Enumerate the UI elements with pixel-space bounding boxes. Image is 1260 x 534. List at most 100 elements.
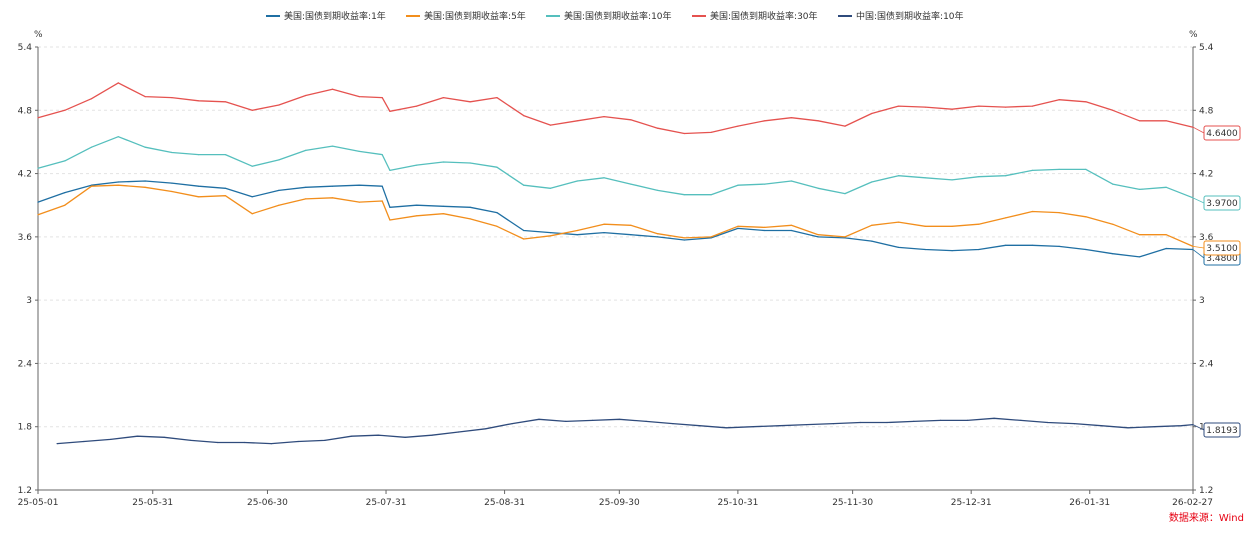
data-point — [645, 420, 647, 422]
data-point — [844, 193, 846, 195]
data-point — [725, 427, 728, 429]
data-point — [416, 204, 418, 206]
data-point — [951, 179, 953, 181]
data-point — [549, 235, 552, 237]
data-point — [978, 176, 980, 178]
data-point — [331, 88, 334, 90]
data-point — [565, 420, 567, 422]
end-label-value: 1.8193 — [1206, 426, 1238, 436]
data-point — [817, 234, 819, 236]
data-point — [381, 97, 383, 99]
data-point — [737, 184, 739, 186]
x-tick-label: 25-10-31 — [717, 498, 758, 508]
data-point — [198, 196, 200, 198]
data-point — [442, 205, 444, 207]
data-point — [442, 97, 444, 99]
end-label-connector — [1192, 197, 1205, 204]
y-tick-label-left: 1.8 — [18, 423, 33, 433]
data-point — [351, 435, 353, 437]
data-point — [978, 223, 980, 225]
data-point — [198, 100, 200, 102]
data-point — [871, 181, 873, 183]
data-point — [511, 423, 513, 425]
end-label-value: 4.6400 — [1206, 129, 1238, 139]
data-point — [1005, 244, 1007, 246]
data-point — [1138, 120, 1141, 122]
data-point — [592, 419, 594, 421]
data-point — [1112, 253, 1114, 255]
data-point — [1073, 423, 1075, 425]
data-point — [331, 197, 334, 199]
data-point — [603, 223, 605, 225]
data-point — [110, 438, 112, 440]
data-point — [1165, 247, 1167, 250]
data-point — [603, 116, 605, 118]
data-point — [278, 189, 280, 191]
data-point — [817, 236, 819, 238]
data-point — [163, 436, 165, 438]
data-point — [458, 431, 460, 433]
data-point — [710, 237, 712, 239]
data-point — [224, 187, 226, 189]
x-tick-label: 26-01-31 — [1069, 498, 1110, 508]
data-point — [324, 439, 326, 441]
data-point — [897, 175, 900, 177]
data-point — [171, 151, 173, 154]
data-point — [217, 441, 219, 444]
data-point — [331, 185, 334, 187]
chart-series — [37, 82, 1194, 445]
data-point — [523, 184, 525, 186]
data-point — [190, 439, 192, 441]
data-point — [630, 119, 632, 121]
end-label-box — [1203, 125, 1241, 141]
data-point — [389, 206, 391, 208]
data-point — [871, 112, 873, 115]
end-label-box — [1203, 195, 1241, 211]
y-tick-label-left: 3 — [26, 296, 32, 306]
legend-label: 美国:国债到期收益率:5年 — [424, 10, 526, 22]
data-point — [469, 101, 471, 103]
data-point — [305, 94, 307, 97]
data-point — [224, 195, 226, 197]
data-point — [924, 225, 926, 227]
data-point — [683, 132, 685, 135]
data-point — [1031, 244, 1033, 246]
data-point — [144, 186, 146, 188]
data-point — [993, 417, 995, 419]
data-point — [549, 187, 552, 189]
y-tick-label-right: 5.4 — [1199, 43, 1214, 53]
data-point — [576, 229, 578, 232]
data-point — [469, 218, 471, 220]
legend-label: 美国:国债到期收益率:10年 — [564, 10, 672, 22]
data-point — [844, 125, 846, 127]
y-tick-label-left: 1.2 — [18, 486, 32, 496]
data-source-note: 数据来源：Wind — [1168, 513, 1244, 524]
data-point — [1058, 212, 1060, 214]
data-point — [1165, 120, 1167, 122]
x-tick-label: 25-05-31 — [132, 498, 173, 508]
data-point — [144, 180, 146, 182]
data-point — [358, 184, 360, 186]
x-tick-label: 25-08-31 — [484, 498, 525, 508]
end-label-value: 3.5100 — [1206, 244, 1238, 254]
end-label-box — [1203, 422, 1241, 438]
data-point — [1112, 109, 1114, 111]
data-point — [358, 201, 360, 203]
data-point — [496, 225, 498, 227]
chart-legend: 美国:国债到期收益率:1年 美国:国债到期收益率:5年 美国:国债到期收益率:10年… — [266, 10, 964, 22]
data-point — [924, 177, 926, 179]
data-point — [817, 187, 819, 189]
end-label-connector — [1192, 245, 1205, 249]
data-point — [389, 219, 391, 221]
data-point — [358, 96, 360, 98]
end-label-connector — [1192, 424, 1205, 431]
data-point — [978, 248, 980, 251]
data-point — [844, 236, 846, 238]
data-point — [1058, 99, 1060, 101]
data-point — [657, 127, 659, 129]
data-point — [1031, 105, 1033, 107]
end-label-value: 3.9700 — [1206, 199, 1238, 209]
data-point — [523, 229, 525, 232]
data-point — [1165, 186, 1167, 188]
x-tick-label: 25-06-30 — [247, 498, 288, 508]
